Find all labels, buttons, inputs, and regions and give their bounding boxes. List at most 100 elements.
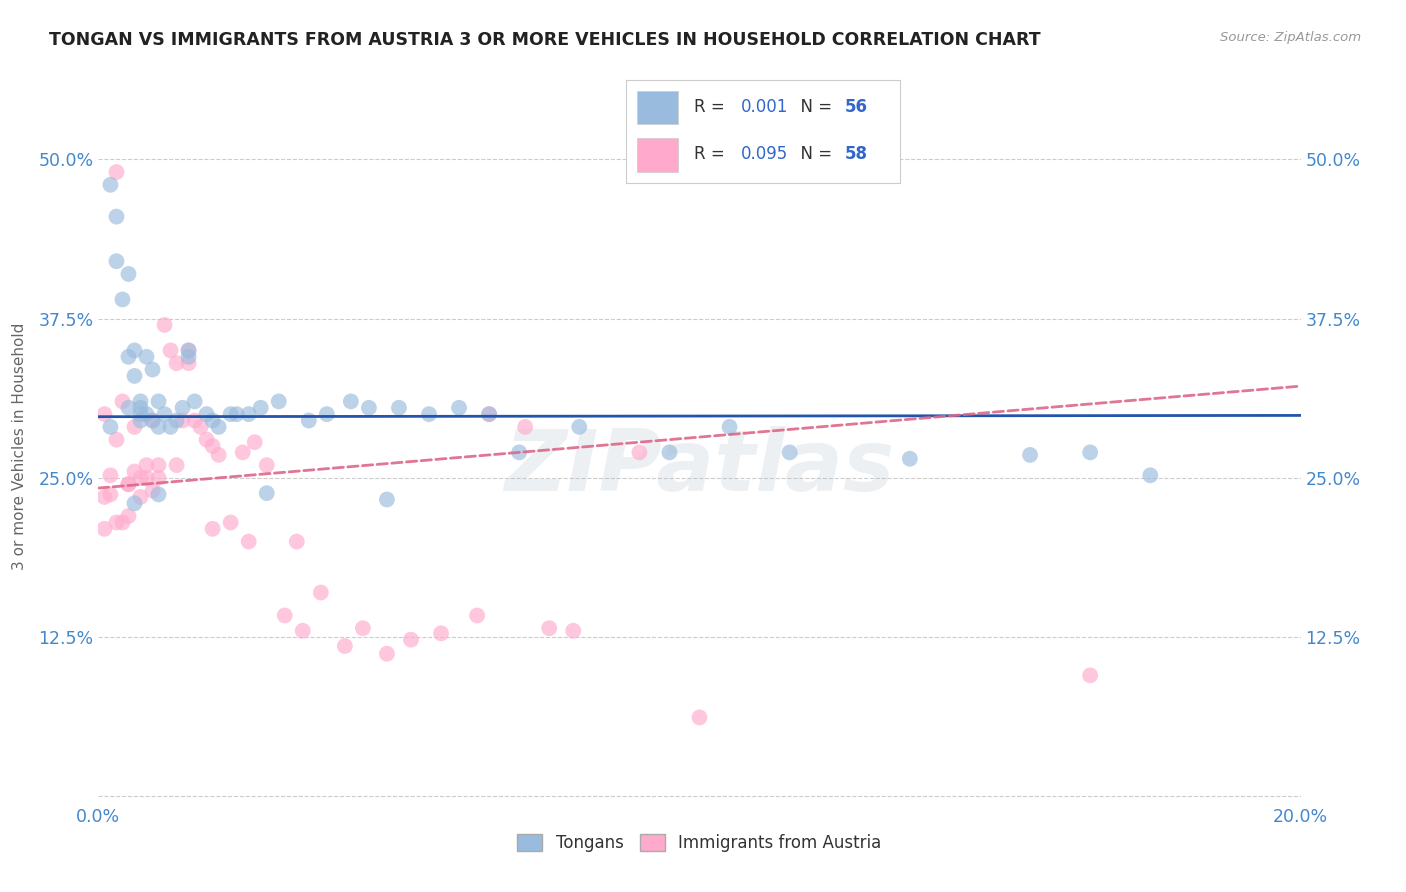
- Point: [562, 624, 585, 638]
- Point: [135, 407, 157, 421]
- Point: [298, 413, 321, 427]
- Point: [93, 407, 115, 421]
- Point: [568, 420, 591, 434]
- Point: [465, 608, 488, 623]
- Point: [238, 534, 260, 549]
- Point: [117, 509, 139, 524]
- Point: [148, 394, 170, 409]
- Point: [201, 439, 224, 453]
- Point: [105, 254, 128, 268]
- Point: [183, 394, 205, 409]
- Point: [1078, 668, 1101, 682]
- Point: [141, 413, 163, 427]
- Point: [208, 448, 231, 462]
- Point: [148, 471, 170, 485]
- Point: [135, 471, 157, 485]
- Point: [148, 420, 170, 434]
- Point: [148, 458, 170, 472]
- Point: [285, 534, 308, 549]
- Point: [201, 413, 224, 427]
- Point: [447, 401, 470, 415]
- Point: [478, 407, 501, 421]
- Point: [418, 407, 440, 421]
- Point: [219, 407, 242, 421]
- Point: [117, 350, 139, 364]
- Point: [100, 420, 122, 434]
- Point: [100, 487, 122, 501]
- Point: [478, 407, 501, 421]
- Point: [105, 516, 128, 530]
- Text: 0.095: 0.095: [741, 145, 789, 163]
- Point: [153, 318, 176, 332]
- Point: [117, 401, 139, 415]
- Point: [238, 407, 260, 421]
- Point: [177, 343, 200, 358]
- Point: [159, 420, 181, 434]
- Point: [153, 407, 176, 421]
- Point: [225, 407, 247, 421]
- Point: [256, 486, 278, 500]
- Point: [141, 483, 163, 498]
- Point: [208, 420, 231, 434]
- Text: N =: N =: [790, 98, 838, 117]
- FancyBboxPatch shape: [637, 137, 678, 171]
- Point: [183, 413, 205, 427]
- Point: [159, 343, 181, 358]
- Point: [658, 445, 681, 459]
- Text: 56: 56: [845, 98, 868, 117]
- Point: [195, 407, 218, 421]
- Point: [111, 394, 134, 409]
- Point: [628, 445, 651, 459]
- Point: [779, 445, 801, 459]
- Point: [333, 639, 356, 653]
- Point: [267, 394, 290, 409]
- Text: TONGAN VS IMMIGRANTS FROM AUSTRIA 3 OR MORE VEHICLES IN HOUSEHOLD CORRELATION CH: TONGAN VS IMMIGRANTS FROM AUSTRIA 3 OR M…: [49, 31, 1040, 49]
- Point: [129, 394, 152, 409]
- Point: [141, 413, 163, 427]
- Point: [1139, 468, 1161, 483]
- Point: [232, 445, 254, 459]
- Point: [399, 632, 422, 647]
- Point: [256, 458, 278, 472]
- Point: [219, 516, 242, 530]
- Point: [141, 362, 163, 376]
- Point: [111, 293, 134, 307]
- Point: [129, 413, 152, 427]
- Point: [124, 368, 146, 383]
- Point: [718, 420, 741, 434]
- Point: [124, 420, 146, 434]
- Point: [249, 401, 271, 415]
- Point: [100, 468, 122, 483]
- Text: ZIPatlas: ZIPatlas: [505, 425, 894, 509]
- Point: [135, 350, 157, 364]
- Point: [201, 522, 224, 536]
- Point: [177, 343, 200, 358]
- Y-axis label: 3 or more Vehicles in Household: 3 or more Vehicles in Household: [13, 322, 27, 570]
- Point: [172, 401, 194, 415]
- Point: [105, 433, 128, 447]
- Point: [105, 165, 128, 179]
- Point: [375, 647, 398, 661]
- Point: [117, 477, 139, 491]
- Point: [117, 477, 139, 491]
- Point: [148, 487, 170, 501]
- Text: R =: R =: [695, 145, 730, 163]
- Point: [172, 413, 194, 427]
- Point: [124, 465, 146, 479]
- Point: [93, 490, 115, 504]
- Point: [1019, 448, 1042, 462]
- Point: [508, 445, 530, 459]
- Point: [129, 471, 152, 485]
- Point: [135, 458, 157, 472]
- Point: [898, 451, 921, 466]
- Point: [124, 496, 146, 510]
- Point: [195, 433, 218, 447]
- Text: 58: 58: [845, 145, 868, 163]
- Point: [190, 420, 212, 434]
- Text: Source: ZipAtlas.com: Source: ZipAtlas.com: [1220, 31, 1361, 45]
- Point: [129, 490, 152, 504]
- Point: [274, 608, 297, 623]
- Point: [129, 401, 152, 415]
- Point: [117, 267, 139, 281]
- Point: [111, 516, 134, 530]
